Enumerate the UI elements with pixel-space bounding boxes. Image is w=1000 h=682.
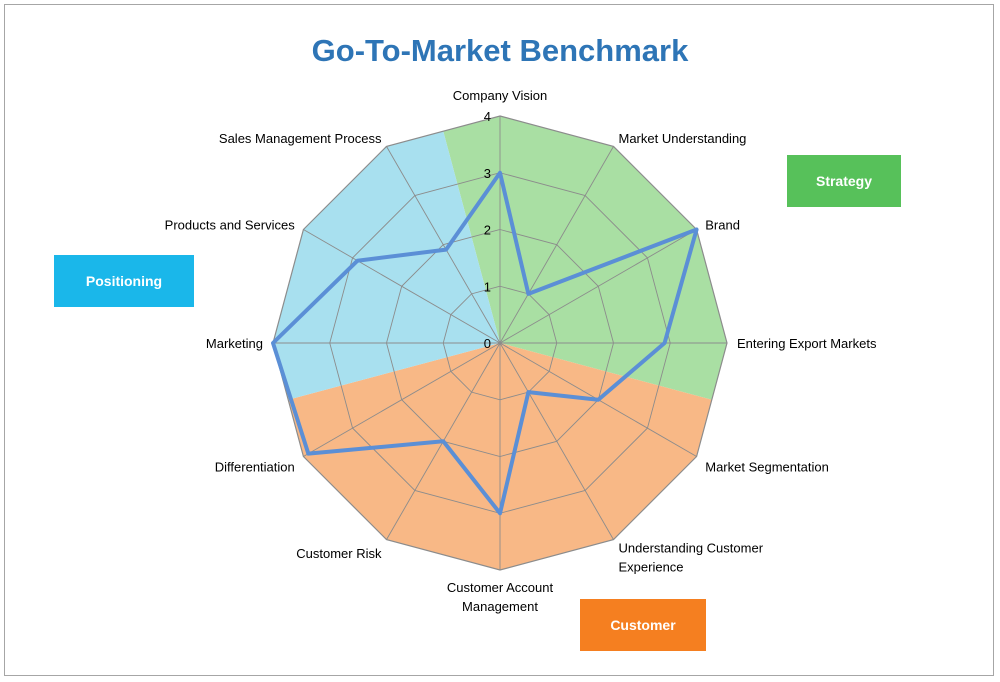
legend-positioning: Positioning [54, 255, 194, 307]
category-label: Customer Account [447, 580, 554, 595]
category-label: Experience [619, 560, 684, 575]
radial-tick-labels: 0 1 2 3 4 [484, 109, 491, 351]
grid-spoke [499, 342, 614, 540]
sector-strategy [443, 116, 727, 400]
legend-customer: Customer [580, 599, 706, 651]
data-series [271, 170, 699, 516]
category-label: Products and Services [165, 218, 296, 233]
category-label: Marketing [206, 336, 263, 351]
tick-label: 2 [484, 223, 491, 238]
tick-label: 3 [484, 166, 491, 181]
chart-title: Go-To-Market Benchmark [311, 33, 689, 68]
grid-spoke [303, 229, 501, 344]
tick-label: 1 [484, 279, 491, 294]
category-label: Market Segmentation [705, 460, 829, 475]
category-label: Differentiation [215, 460, 295, 475]
grid-spoke [499, 229, 697, 344]
category-labels: Company Vision Market Understanding Brand E… [165, 88, 877, 614]
grid-spoke [499, 146, 614, 344]
category-label: Sales Management Process [219, 131, 382, 146]
tick-label: 4 [484, 109, 491, 124]
series-line [271, 170, 699, 516]
category-label: Management [462, 599, 538, 614]
category-label: Brand [705, 218, 740, 233]
legend-positioning-label: Positioning [85, 273, 163, 289]
legend-customer-label: Customer [610, 617, 676, 633]
legend-strategy-label: Strategy [815, 173, 873, 189]
category-label: Understanding Customer [619, 541, 764, 556]
category-label: Company Vision [453, 88, 547, 103]
grid-spoke [303, 342, 501, 457]
category-label: Customer Risk [296, 546, 382, 561]
radar-grid [272, 115, 728, 571]
sector-positioning [273, 131, 500, 400]
grid-spoke [386, 146, 501, 344]
legend-strategy: Strategy [787, 155, 901, 207]
tick-label: 0 [484, 336, 491, 351]
category-label: Entering Export Markets [737, 336, 877, 351]
category-label: Market Understanding [619, 131, 747, 146]
